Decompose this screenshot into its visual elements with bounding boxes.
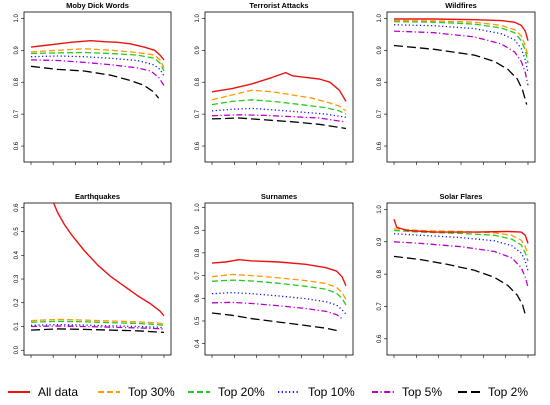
- legend-label: Top 2%: [488, 385, 528, 399]
- series-line: [30, 325, 165, 330]
- y-tick-label: 1.0: [195, 203, 201, 212]
- series-line: [393, 30, 529, 86]
- plot-frame: [386, 202, 536, 356]
- y-tick-label: 0.9: [14, 45, 20, 54]
- chart-title: Moby Dick Words: [66, 1, 129, 10]
- chart-title: Surnames: [261, 192, 297, 201]
- chart-panel: Wildfires 0.6 0.7 0.8 0.9 1.0: [377, 1, 536, 165]
- series-line: [393, 24, 529, 73]
- y-tick-label: 0.6: [195, 141, 201, 150]
- plot-frame: [386, 11, 536, 163]
- series-line: [393, 229, 529, 262]
- series-line: [30, 323, 165, 329]
- chart-title: Solar Flares: [440, 192, 483, 201]
- legend-label: Top 30%: [128, 385, 175, 399]
- y-tick-label: 0.1: [14, 322, 20, 331]
- legend: All data Top 30% Top 20% Top 10% Top 5% Top 2…: [8, 385, 528, 399]
- y-tick-label: 0.9: [377, 45, 383, 54]
- y-tick-label: 0.4: [14, 250, 20, 259]
- y-tick-label: 0.7: [195, 109, 201, 118]
- series-line: [30, 65, 160, 99]
- series-line: [211, 273, 347, 300]
- chart-title: Wildfires: [445, 1, 477, 10]
- legend-label: Top 20%: [218, 385, 265, 399]
- series-line: [30, 55, 165, 77]
- y-tick-label: 0.0: [14, 345, 20, 354]
- series-line: [211, 71, 347, 102]
- series-line: [30, 318, 165, 325]
- plot-frame: [23, 202, 172, 356]
- y-tick-label: 0.2: [14, 298, 20, 307]
- series-line: [211, 89, 347, 112]
- series-line: [394, 18, 529, 41]
- chart-title: Earthquakes: [75, 192, 120, 201]
- y-tick-label: 0.9: [377, 237, 383, 246]
- y-tick-label: 1.0: [14, 14, 20, 23]
- y-tick-label: 0.8: [377, 77, 383, 86]
- series-line: [30, 328, 165, 334]
- legend-label: All data: [38, 385, 78, 399]
- y-tick-label: 0.7: [377, 109, 383, 118]
- series-line: [393, 20, 529, 64]
- y-tick-label: 0.6: [195, 293, 201, 302]
- chart-panel: Moby Dick Words 0.6 0.7 0.8 0.9 1.0: [14, 1, 172, 165]
- y-tick-label: 0.8: [14, 77, 20, 86]
- chart-panel: Earthquakes 0.0 0.1 0.2 0.3 0.4 0.5 0.6: [14, 192, 172, 358]
- plot-frame: [204, 11, 354, 163]
- y-tick-label: 0.8: [195, 248, 201, 257]
- y-tick-label: 0.7: [14, 109, 20, 118]
- plot-frame: [204, 202, 354, 356]
- series-line: [211, 107, 347, 118]
- y-tick-label: 0.6: [14, 203, 20, 212]
- series-line: [52, 203, 165, 317]
- y-tick-label: 0.3: [14, 274, 20, 283]
- series-line: [211, 312, 337, 332]
- series-line: [211, 259, 347, 287]
- y-tick-label: 0.8: [195, 77, 201, 86]
- y-tick-label: 0.5: [14, 227, 20, 236]
- y-tick-label: 0.9: [195, 45, 201, 54]
- y-tick-label: 0.4: [195, 339, 201, 348]
- series-line: [393, 233, 529, 272]
- y-tick-label: 0.6: [377, 141, 383, 150]
- series-line: [393, 44, 528, 105]
- series-line: [211, 291, 347, 315]
- series-line: [30, 320, 165, 326]
- y-tick-label: 0.6: [14, 141, 20, 150]
- series-line: [393, 241, 529, 288]
- y-tick-label: 0.7: [377, 302, 383, 311]
- chart-panel: Surnames 0.4 0.5 0.6 0.7 0.8 0.9 1.0: [195, 192, 354, 358]
- series-line: [30, 51, 165, 72]
- series-line: [393, 218, 529, 244]
- legend-label: Top 5%: [402, 385, 442, 399]
- series-line: [30, 40, 165, 61]
- series-line: [211, 99, 347, 115]
- y-tick-label: 0.9: [195, 225, 201, 234]
- series-line: [211, 114, 347, 123]
- y-tick-label: 0.8: [377, 269, 383, 278]
- y-tick-label: 0.5: [195, 316, 201, 325]
- series-line: [211, 117, 347, 130]
- series-line: [211, 301, 343, 320]
- legend-label: Top 10%: [308, 385, 355, 399]
- y-tick-label: 1.0: [195, 14, 201, 23]
- chart-title: Terrorist Attacks: [249, 1, 308, 10]
- series-line: [393, 255, 526, 315]
- series-line: [393, 19, 529, 57]
- series-line: [211, 279, 347, 306]
- chart-panel: Solar Flares 0.6 0.7 0.8 0.9 1.0: [377, 192, 536, 358]
- series-line: [393, 228, 529, 255]
- y-tick-label: 0.7: [195, 271, 201, 280]
- series-line: [30, 48, 165, 69]
- y-tick-label: 0.6: [377, 334, 383, 343]
- chart-panel: Terrorist Attacks 0.6 0.7 0.8 0.9 1.0: [195, 1, 354, 165]
- y-tick-label: 1.0: [377, 14, 383, 23]
- plot-frame: [23, 11, 172, 163]
- y-tick-label: 1.0: [377, 205, 383, 214]
